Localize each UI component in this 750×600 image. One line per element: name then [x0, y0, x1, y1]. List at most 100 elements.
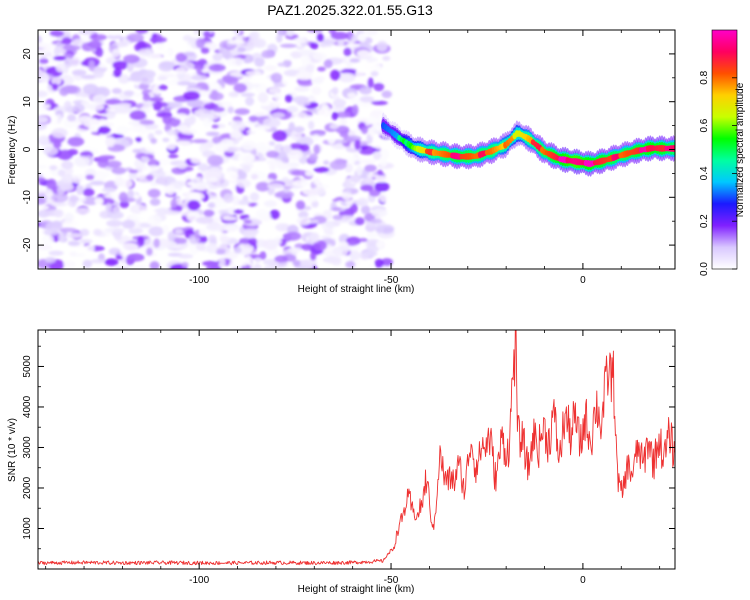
noise-blob	[219, 30, 235, 38]
noise-blob	[38, 146, 45, 152]
noise-blob	[324, 250, 334, 257]
noise-blob	[294, 37, 307, 44]
noise-blob	[360, 141, 368, 146]
noise-blob	[135, 30, 149, 34]
noise-blob	[299, 143, 310, 152]
noise-blob	[38, 35, 43, 44]
noise-blob	[349, 174, 362, 183]
noise-blob	[90, 258, 107, 264]
snr-y-tick-label: 1000	[22, 517, 33, 540]
noise-blob	[88, 124, 100, 133]
snr-y-tick-label: 4000	[22, 395, 33, 418]
noise-blob	[175, 52, 188, 63]
noise-blob	[207, 82, 220, 90]
noise-blob	[359, 96, 375, 103]
noise-blob	[82, 83, 99, 95]
noise-blob	[295, 200, 306, 210]
noise-blob	[51, 128, 68, 138]
noise-blob	[166, 129, 176, 136]
noise-blob	[183, 91, 201, 101]
noise-blob	[171, 91, 181, 96]
noise-blob	[190, 74, 208, 81]
noise-blob	[61, 160, 74, 170]
noise-blob	[73, 177, 82, 184]
noise-blob	[268, 141, 276, 146]
noise-blob	[313, 240, 327, 251]
spectrogram-y-tick-label: 10	[22, 96, 33, 108]
noise-blob	[84, 244, 95, 252]
spectrogram-y-tick-label: -20	[22, 237, 33, 252]
noise-blob	[312, 134, 320, 142]
noise-blob	[102, 122, 115, 127]
noise-blob	[55, 62, 66, 73]
noise-blob	[85, 174, 95, 180]
noise-blob	[38, 164, 48, 169]
noise-blob	[366, 232, 378, 239]
noise-blob	[107, 34, 123, 40]
noise-blob	[345, 260, 356, 269]
noise-blob	[249, 192, 260, 202]
noise-blob	[271, 112, 285, 118]
noise-blob	[224, 225, 239, 232]
noise-blob	[356, 165, 363, 177]
noise-blob	[192, 139, 208, 144]
noise-blob	[74, 118, 85, 124]
noise-blob	[51, 193, 69, 203]
spectrogram-y-tick-label: 20	[22, 48, 33, 60]
noise-blob	[140, 156, 149, 161]
noise-blob	[375, 240, 385, 249]
noise-blob	[366, 57, 375, 63]
noise-blob	[142, 93, 151, 101]
noise-blob	[271, 238, 282, 245]
noise-blob	[249, 170, 267, 180]
noise-blob	[38, 90, 48, 98]
noise-blob	[57, 169, 66, 177]
noise-blob	[224, 76, 239, 86]
noise-blob	[286, 30, 295, 37]
noise-blob	[111, 167, 127, 175]
noise-blob	[177, 253, 194, 259]
noise-blob	[165, 241, 178, 249]
snr-x-tick-label: -50	[384, 575, 399, 586]
noise-blob	[206, 242, 218, 254]
noise-blob	[250, 31, 260, 41]
noise-blob	[39, 58, 49, 64]
noise-blob	[292, 96, 309, 104]
noise-blob	[253, 157, 267, 162]
noise-blob	[132, 92, 143, 98]
noise-blob	[114, 177, 124, 187]
noise-blob	[382, 55, 391, 61]
noise-blob	[59, 227, 77, 233]
noise-blob	[51, 76, 62, 86]
noise-blob	[340, 118, 347, 126]
noise-blob	[366, 116, 378, 125]
noise-blob	[371, 208, 388, 218]
noise-blob	[208, 92, 224, 101]
noise-blob	[243, 219, 252, 224]
noise-blob	[370, 70, 379, 77]
noise-blob	[180, 129, 198, 135]
noise-blob	[38, 42, 49, 48]
noise-blob	[205, 131, 220, 137]
noise-blob	[248, 262, 256, 267]
noise-blob	[259, 251, 267, 260]
noise-blob	[65, 232, 84, 239]
noise-blob	[95, 198, 103, 205]
colorbar-tick-label: 0.2	[699, 214, 710, 228]
noise-blob	[332, 206, 342, 212]
noise-blob	[128, 172, 138, 180]
spectrogram-ridge	[381, 112, 675, 177]
noise-blob	[215, 249, 226, 255]
noise-blob	[284, 94, 293, 103]
noise-blob	[332, 246, 349, 257]
ridge-cell	[671, 144, 675, 153]
noise-blob	[119, 200, 130, 209]
noise-blob	[147, 218, 155, 225]
noise-blob	[368, 189, 381, 197]
noise-blob	[113, 67, 122, 78]
noise-blob	[78, 30, 96, 35]
noise-blob	[186, 99, 204, 108]
noise-blob	[134, 140, 147, 148]
noise-blob	[97, 157, 109, 168]
noise-blob	[194, 110, 205, 116]
